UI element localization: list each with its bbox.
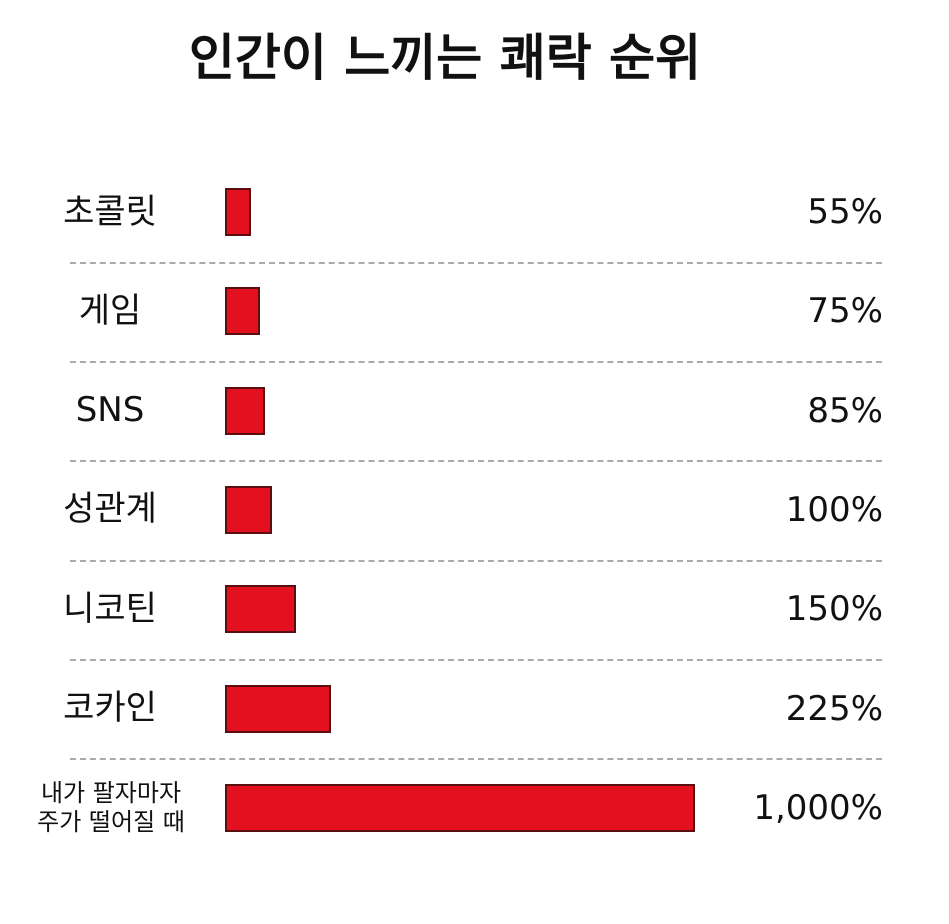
category-label: 게임 [78,290,142,331]
bar [225,783,695,832]
category-label: 내가 팔자마자 주가 떨어질 때 [37,778,185,836]
value-label: 75% [807,291,883,332]
separator [70,460,882,463]
category-label: SNS [75,390,145,431]
category-label: 성관계 [63,489,157,530]
bar [225,684,331,733]
separator [70,559,882,562]
category-label: 초콜릿 [63,191,157,232]
value-label: 225% [785,688,883,729]
value-label: 150% [785,589,883,630]
category-label: 니코틴 [63,588,157,629]
value-label: 100% [785,489,883,530]
value-label: 55% [807,192,883,232]
separator [70,360,882,363]
value-label: 85% [807,390,883,431]
bar [225,585,296,634]
bar [225,485,272,534]
bar [225,386,265,435]
separator [70,658,882,661]
chart-title: 인간이 느끼는 쾌락 순위 [188,29,702,87]
separator [70,261,882,264]
separator [70,758,882,761]
bar [225,287,261,336]
category-label: 코카인 [63,688,157,728]
value-label: 1,000% [753,787,883,828]
bar [225,188,251,236]
